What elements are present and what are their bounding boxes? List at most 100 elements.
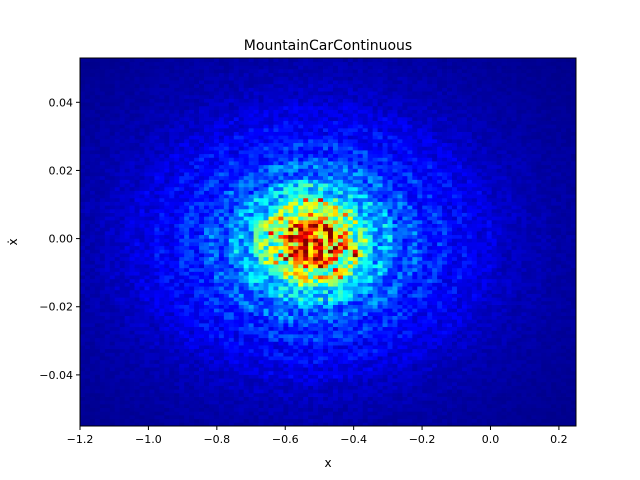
- heatmap-cell: [357, 422, 364, 427]
- heatmap-cell: [174, 403, 180, 408]
- heatmap-cell: [427, 260, 433, 265]
- heatmap-cell: [486, 297, 493, 302]
- heatmap-cell: [412, 330, 418, 335]
- heatmap-cell: [357, 370, 364, 375]
- heatmap-cell: [263, 348, 269, 353]
- heatmap-cell: [169, 392, 175, 397]
- heatmap-cell: [506, 418, 512, 423]
- heatmap-cell: [109, 363, 116, 368]
- heatmap-cell: [293, 267, 299, 272]
- heatmap-cell: [288, 267, 294, 272]
- heatmap-cell: [278, 341, 284, 346]
- heatmap-cell: [278, 249, 284, 254]
- heatmap-cell: [352, 315, 359, 320]
- heatmap-cell: [466, 374, 473, 379]
- heatmap-cell: [352, 396, 359, 401]
- heatmap-cell: [407, 334, 413, 339]
- heatmap-cell: [308, 385, 314, 390]
- heatmap-cell: [293, 337, 299, 342]
- heatmap-cell: [486, 275, 493, 280]
- heatmap-cell: [248, 414, 254, 420]
- heatmap-cell: [313, 407, 319, 412]
- heatmap-cell: [114, 275, 121, 280]
- heatmap-cell: [481, 245, 488, 250]
- heatmap-cell: [104, 253, 111, 258]
- heatmap-cell: [84, 356, 91, 361]
- heatmap-cell: [526, 345, 532, 350]
- heatmap-cell: [372, 308, 378, 313]
- heatmap-cell: [233, 381, 240, 386]
- heatmap-cell: [556, 326, 562, 331]
- heatmap-cell: [432, 422, 438, 427]
- heatmap-cell: [486, 242, 493, 247]
- heatmap-cell: [447, 245, 453, 250]
- heatmap-cell: [218, 396, 225, 401]
- heatmap-cell: [328, 414, 334, 420]
- heatmap-cell: [223, 411, 230, 416]
- heatmap-cell: [283, 385, 289, 390]
- heatmap-cell: [89, 286, 96, 291]
- heatmap-cell: [109, 271, 116, 276]
- heatmap-cell: [392, 348, 398, 353]
- heatmap-cell: [456, 392, 463, 397]
- heatmap-cell: [402, 249, 408, 254]
- heatmap-cell: [491, 282, 498, 287]
- heatmap-cell: [496, 367, 502, 372]
- heatmap-cell: [283, 253, 289, 258]
- heatmap-cell: [268, 253, 274, 258]
- heatmap-cell: [352, 341, 359, 346]
- heatmap-cell: [412, 418, 418, 423]
- heatmap-cell: [109, 385, 116, 390]
- heatmap-cell: [561, 253, 567, 258]
- heatmap-cell: [99, 403, 106, 408]
- heatmap-cell: [89, 352, 96, 357]
- heatmap-cell: [382, 352, 388, 357]
- heatmap-cell: [213, 385, 220, 390]
- heatmap-cell: [308, 403, 314, 408]
- heatmap-cell: [342, 282, 349, 287]
- heatmap-cell: [293, 256, 299, 261]
- heatmap-cell: [228, 322, 235, 328]
- heatmap-cell: [432, 378, 438, 383]
- heatmap-cell: [119, 378, 126, 383]
- heatmap-cell: [248, 253, 254, 258]
- heatmap-cell: [194, 378, 200, 383]
- heatmap-cell: [248, 345, 254, 350]
- heatmap-cell: [452, 308, 458, 313]
- heatmap-cell: [109, 374, 116, 379]
- heatmap-cell: [362, 330, 369, 335]
- heatmap-cell: [551, 392, 557, 397]
- heatmap-cell: [347, 381, 354, 386]
- heatmap-cell: [367, 242, 374, 247]
- heatmap-cell: [556, 385, 562, 390]
- heatmap-cell: [337, 242, 344, 247]
- heatmap-cell: [80, 400, 86, 405]
- heatmap-cell: [551, 370, 557, 375]
- heatmap-cell: [486, 422, 493, 427]
- heatmap-cell: [323, 249, 329, 254]
- heatmap-cell: [154, 374, 160, 379]
- heatmap-cell: [506, 304, 512, 309]
- heatmap-cell: [566, 392, 572, 397]
- heatmap-cell: [466, 400, 473, 405]
- heatmap-cell: [149, 326, 155, 331]
- heatmap-cell: [243, 326, 250, 331]
- heatmap-cell: [342, 378, 349, 383]
- heatmap-cell: [511, 385, 517, 390]
- heatmap-cell: [263, 249, 269, 254]
- heatmap-cell: [248, 322, 254, 328]
- heatmap-cell: [491, 367, 498, 372]
- heatmap-cell: [208, 378, 215, 383]
- heatmap-cell: [313, 293, 319, 298]
- heatmap-cell: [169, 370, 175, 375]
- heatmap-cell: [407, 378, 413, 383]
- heatmap-cell: [179, 319, 185, 324]
- heatmap-cell: [124, 396, 130, 401]
- heatmap-cell: [288, 352, 294, 357]
- heatmap-cell: [432, 330, 438, 335]
- heatmap-cell: [144, 389, 150, 394]
- heatmap-cell: [94, 264, 101, 269]
- heatmap-cell: [189, 330, 195, 335]
- heatmap-cell: [412, 242, 418, 247]
- heatmap-cell: [273, 341, 279, 346]
